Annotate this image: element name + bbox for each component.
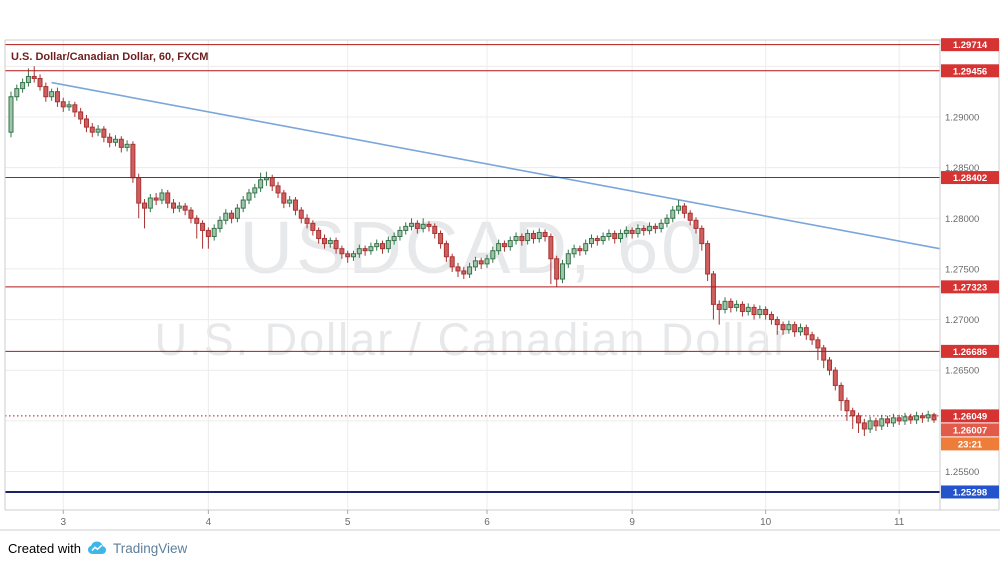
svg-text:1.27500: 1.27500 xyxy=(945,264,979,275)
time-axis[interactable]: 3 4 5 6 9 10 11 xyxy=(60,510,905,528)
svg-text:23:21: 23:21 xyxy=(958,439,983,450)
candles xyxy=(8,66,937,437)
svg-text:1.26007: 1.26007 xyxy=(953,425,987,436)
svg-text:1.29714: 1.29714 xyxy=(953,40,988,51)
price-level-label: 1.27323 xyxy=(941,280,999,294)
svg-text:6: 6 xyxy=(484,517,490,528)
countdown-label: 23:21 xyxy=(941,437,999,451)
price-level-label: 1.26686 xyxy=(941,344,999,358)
grid xyxy=(5,40,940,510)
price-level-label: 1.29714 xyxy=(941,38,999,52)
price-level-label: 1.25298 xyxy=(941,485,999,499)
svg-text:1.27000: 1.27000 xyxy=(945,315,979,326)
tradingview-logo-icon[interactable] xyxy=(87,541,107,555)
svg-text:3: 3 xyxy=(60,517,66,528)
chart-legend-title: U.S. Dollar/Canadian Dollar, 60, FXCM xyxy=(11,51,209,63)
svg-text:1.29000: 1.29000 xyxy=(945,112,979,123)
svg-text:1.29456: 1.29456 xyxy=(953,66,987,77)
svg-text:1.26686: 1.26686 xyxy=(953,347,987,358)
tradingview-brand-link[interactable]: TradingView xyxy=(112,540,188,556)
svg-text:9: 9 xyxy=(629,517,635,528)
current-price-label: 1.26007 xyxy=(941,423,999,437)
price-axis-ticks: 1.29000 1.28500 1.28000 1.27500 1.27000 1.265… xyxy=(945,112,979,478)
descending-trendline[interactable] xyxy=(51,81,940,250)
price-level-label: 1.28402 xyxy=(941,171,999,185)
svg-text:10: 10 xyxy=(760,517,772,528)
svg-text:5: 5 xyxy=(345,517,351,528)
price-level-label: 1.26049 xyxy=(941,409,999,423)
price-level-label: 1.29456 xyxy=(941,64,999,78)
svg-text:1.28500: 1.28500 xyxy=(945,163,979,174)
svg-text:4: 4 xyxy=(206,517,212,528)
svg-text:1.25500: 1.25500 xyxy=(945,467,979,478)
created-with-text: Created with xyxy=(8,540,81,556)
footer: Created with TradingView xyxy=(0,531,1000,565)
svg-text:11: 11 xyxy=(894,517,905,528)
svg-text:1.27323: 1.27323 xyxy=(953,282,987,293)
level-lines xyxy=(5,44,940,493)
svg-text:1.25298: 1.25298 xyxy=(953,487,987,498)
price-chart[interactable]: 1.29000 1.28500 1.28000 1.27500 1.27000 1.265… xyxy=(0,0,1000,531)
svg-text:1.26500: 1.26500 xyxy=(945,366,979,377)
svg-text:1.28402: 1.28402 xyxy=(953,173,987,184)
svg-text:1.26049: 1.26049 xyxy=(953,411,987,422)
svg-text:1.28000: 1.28000 xyxy=(945,214,979,225)
